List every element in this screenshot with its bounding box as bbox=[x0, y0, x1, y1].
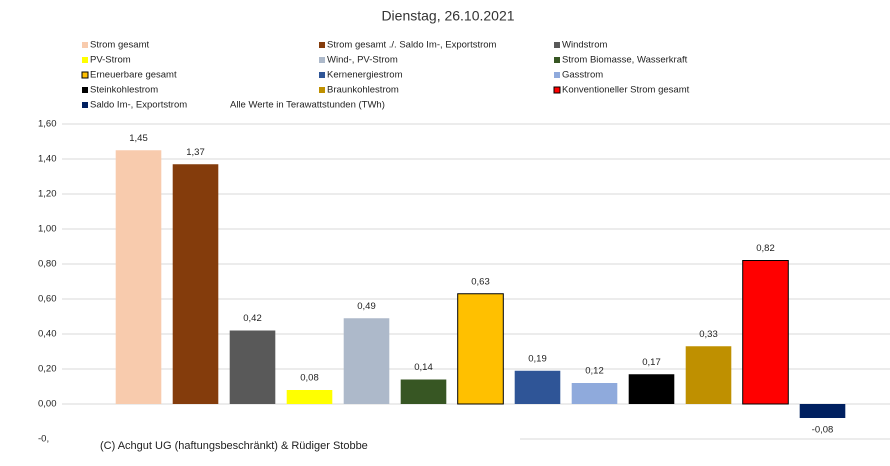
chart-title: Dienstag, 26.10.2021 bbox=[381, 8, 514, 24]
legend-swatch bbox=[81, 71, 89, 79]
bar bbox=[742, 260, 789, 405]
bar bbox=[286, 390, 333, 404]
y-tick-label: -0, bbox=[38, 434, 49, 445]
y-tick-label: 1,00 bbox=[38, 224, 57, 235]
value-label: 0,17 bbox=[642, 357, 661, 368]
legend-swatch bbox=[82, 87, 88, 93]
legend-label: Windstrom bbox=[562, 40, 607, 51]
legend-label: Strom gesamt bbox=[90, 40, 149, 51]
value-label: 0,33 bbox=[699, 329, 718, 340]
y-tick-label: 0,40 bbox=[38, 329, 57, 340]
y-tick-label: 0,80 bbox=[38, 259, 57, 270]
value-label: 0,49 bbox=[357, 301, 376, 312]
value-label: 1,45 bbox=[129, 133, 148, 144]
bar bbox=[514, 370, 561, 404]
bar bbox=[343, 318, 390, 404]
legend-swatch bbox=[319, 42, 325, 48]
value-label: 0,42 bbox=[243, 313, 262, 324]
legend-swatch bbox=[82, 42, 88, 48]
y-tick-label: 0,60 bbox=[38, 294, 57, 305]
value-label: 0,08 bbox=[300, 373, 319, 384]
legend-label: Konventioneller Strom gesamt bbox=[562, 85, 690, 96]
legend-label: Strom Biomasse, Wasserkraft bbox=[562, 55, 688, 66]
value-label: 0,63 bbox=[471, 276, 490, 287]
legend-label: Kernenergiestrom bbox=[327, 70, 403, 81]
value-label: 0,14 bbox=[414, 362, 433, 373]
bar bbox=[457, 293, 504, 405]
legend-label: Erneuerbare gesamt bbox=[90, 70, 177, 81]
y-tick-label: 0,00 bbox=[38, 399, 57, 410]
legend-swatch bbox=[554, 72, 560, 78]
footer: (C) Achgut UG (haftungsbeschränkt) & Rüd… bbox=[100, 440, 368, 452]
bar bbox=[115, 150, 162, 404]
value-label: 1,37 bbox=[186, 147, 205, 158]
legend-label: Gasstrom bbox=[562, 70, 603, 81]
legend-label: Wind-, PV-Strom bbox=[327, 55, 398, 66]
value-label: 0,12 bbox=[585, 366, 604, 377]
bar bbox=[172, 164, 219, 404]
footer-background bbox=[60, 423, 520, 466]
bar bbox=[571, 383, 618, 404]
legend-swatch bbox=[319, 72, 325, 78]
legend-swatch bbox=[319, 87, 325, 93]
legend-swatch bbox=[554, 42, 560, 48]
legend-swatch bbox=[553, 86, 561, 94]
legend-swatch bbox=[82, 102, 88, 108]
marks bbox=[115, 150, 846, 418]
y-tick-label: 1,60 bbox=[38, 119, 57, 130]
value-label: 0,19 bbox=[528, 353, 547, 364]
bar bbox=[685, 346, 732, 404]
y-tick-label: 0,20 bbox=[38, 364, 57, 375]
legend-label: Braunkohlestrom bbox=[327, 85, 399, 96]
y-tick-label: 1,40 bbox=[38, 154, 57, 165]
legend-swatch bbox=[554, 57, 560, 63]
legend-swatch bbox=[82, 57, 88, 63]
legend-swatch bbox=[319, 57, 325, 63]
legend-label: Steinkohlestrom bbox=[90, 85, 158, 96]
y-tick-label: 1,20 bbox=[38, 189, 57, 200]
legend-label: Strom gesamt ./. Saldo Im-, Exportstrom bbox=[327, 40, 497, 51]
value-label: -0,08 bbox=[812, 425, 834, 436]
legend-label: PV-Strom bbox=[90, 55, 131, 66]
annotation: Alle Werte in Terawattstunden (TWh) bbox=[230, 100, 385, 111]
value-label: 0,82 bbox=[756, 243, 775, 254]
bar bbox=[229, 330, 276, 404]
bar bbox=[628, 374, 675, 404]
bar bbox=[400, 379, 447, 404]
legend-label: Saldo Im-, Exportstrom bbox=[90, 100, 187, 111]
bar bbox=[799, 404, 846, 418]
